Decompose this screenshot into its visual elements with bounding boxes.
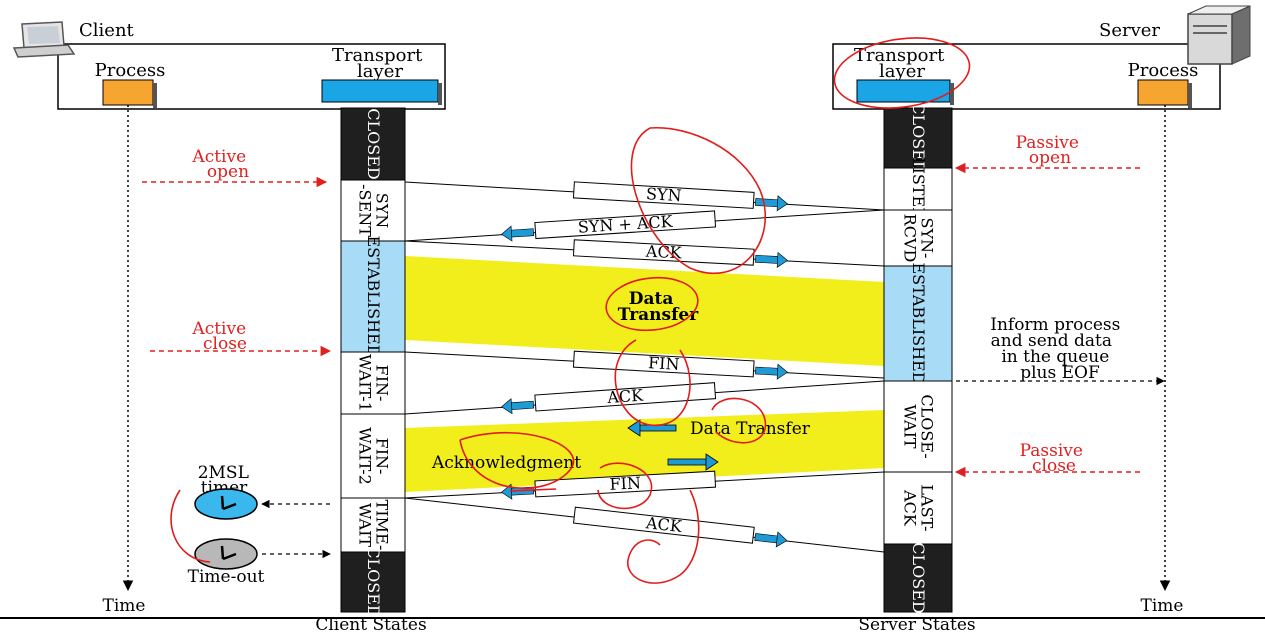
active-open-label: Active open: [191, 147, 251, 182]
client-states-caption: Client States: [315, 615, 426, 633]
client-state-label-fin-wait-1: FIN-WAIT-1: [356, 354, 392, 412]
server-state-closed-bottom: [883, 543, 953, 613]
segment-label: FIN: [648, 353, 680, 374]
client-state-syn-sent: [340, 179, 406, 242]
timeout-label: Time-out: [188, 567, 265, 587]
server-state-last-ack: [883, 471, 953, 545]
server-state-label-syn-rcvd: SYN-RCVD: [901, 214, 937, 263]
server-state-established: [883, 265, 953, 382]
left-arrow-icon: [501, 225, 535, 242]
server-state-bar: CLOSEDLISTENSYN-RCVDESTABLISHEDCLOSE-WAI…: [883, 102, 953, 614]
client-state-label-closed-bottom: CLOSED: [364, 546, 383, 617]
right-arrow-icon: [667, 453, 719, 471]
client-state-label-established: ESTABLISHED: [364, 235, 383, 357]
passive-open-label: Passive open: [1016, 133, 1085, 168]
client-state-label-syn-sent: SYN-SENT: [356, 184, 392, 237]
right-arrow-icon: [754, 531, 788, 548]
right-arrow-icon: [755, 363, 789, 380]
client-state-fin-wait-2: [340, 413, 406, 499]
half-close-data-transfer-label: Data Transfer: [690, 419, 811, 439]
acknowledgment-label: Acknowledgment: [431, 453, 581, 473]
server-label: Server: [1099, 20, 1160, 41]
client-state-closed-top: [340, 107, 406, 181]
timer-clock-icon: [194, 488, 258, 520]
passive-close-label: Passive close: [1020, 441, 1089, 476]
segment-ack: ACK: [501, 382, 717, 415]
server-state-label-listen: LISTEN: [909, 157, 928, 221]
server-state-label-closed-bottom: CLOSED: [909, 542, 928, 613]
client-transport-box: [321, 79, 439, 103]
client-state-time-wait: [340, 497, 406, 553]
server-state-label-closed-top: CLOSED: [909, 102, 928, 173]
server-state-syn-rcvd: [883, 209, 953, 267]
client-state-label-time-wait: TIME-WAIT: [356, 500, 392, 551]
segment-label: ACK: [606, 386, 645, 408]
server-state-label-close-wait: CLOSE-WAIT: [901, 394, 937, 458]
segment-label: ACK: [644, 513, 684, 536]
timeout-clock-icon: [194, 538, 258, 570]
client-time-label: Time: [103, 596, 146, 616]
server-transport-label: Transport layer: [854, 45, 950, 82]
segment-label: ACK: [644, 242, 683, 263]
client-state-closed-bottom: [340, 551, 406, 613]
segment-syn: SYN: [572, 181, 788, 212]
data-transfer-band: [405, 256, 884, 366]
right-arrow-icon: [755, 195, 788, 212]
active-close-label: Active close: [191, 319, 251, 354]
client-state-fin-wait-1: [340, 351, 406, 415]
server-state-label-last-ack: LAST-ACK: [901, 484, 937, 531]
client-state-label-fin-wait-2: FIN-WAIT-2: [356, 427, 392, 485]
client-process-box: [102, 79, 154, 106]
server-state-label-established: ESTABLISHED: [909, 262, 928, 384]
server-states-caption: Server States: [858, 615, 975, 633]
client-transport-label: Transport layer: [332, 45, 428, 82]
right-arrow-icon: [755, 251, 789, 269]
server-icon: [1187, 5, 1251, 65]
server-process-label: Process: [1128, 60, 1199, 81]
server-state-listen: [883, 167, 953, 211]
client-label: Client: [79, 20, 135, 41]
server-time-label: Time: [1141, 596, 1184, 616]
segment-syn-ack: SYN + ACK: [501, 210, 717, 242]
segment-label: FIN: [609, 473, 641, 494]
segment-label: SYN: [646, 184, 683, 205]
server-state-closed-top: [883, 107, 953, 169]
segment-ack: ACK: [573, 506, 788, 548]
red-pen-scribbles: [170, 37, 971, 584]
client-process-label: Process: [95, 60, 166, 81]
left-arrow-icon: [501, 398, 535, 415]
client-state-label-closed-top: CLOSED: [364, 108, 383, 179]
server-process-box: [1137, 79, 1189, 106]
segment-label: SYN + ACK: [577, 212, 674, 237]
laptop-icon: [12, 21, 76, 58]
data-transfer-label: Data Transfer: [618, 289, 699, 325]
inform-process-note: Inform process and send data in the queu…: [990, 315, 1126, 383]
segment-ack: ACK: [572, 239, 789, 269]
